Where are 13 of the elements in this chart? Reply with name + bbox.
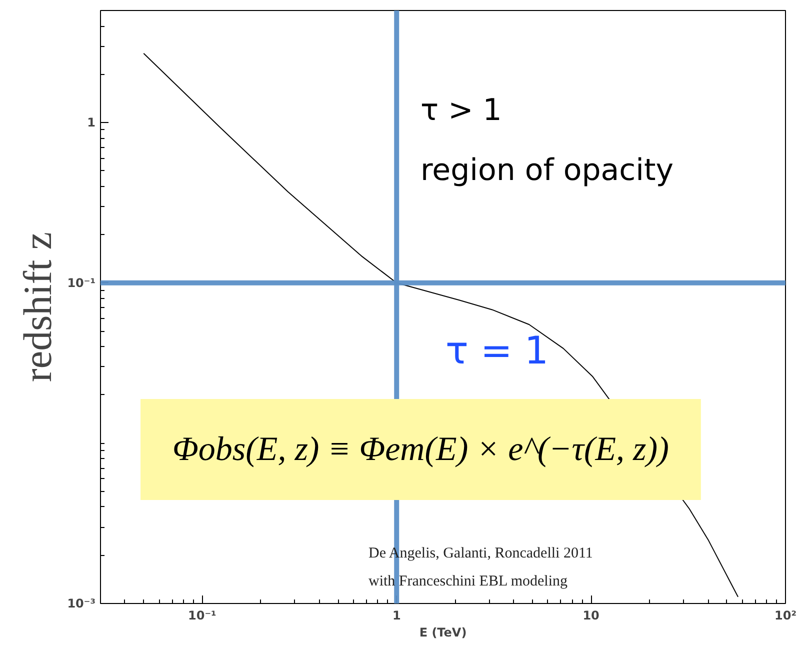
x-tick-label: 10: [582, 608, 600, 622]
y-axis-title: redshift z: [15, 232, 60, 382]
y-tick-label: 10⁻¹: [67, 276, 96, 290]
annotation: region of opacity: [420, 153, 674, 188]
annotation: τ > 1: [420, 93, 502, 128]
x-tick-label: 10²: [774, 608, 796, 622]
x-tick-label: 10⁻¹: [188, 608, 216, 622]
y-tick-label: 1: [87, 116, 96, 130]
x-axis-title: E (TeV): [419, 626, 467, 640]
annotation: Φobs(E, z) ≡ Φem(E) × e^(−τ(E, z)): [172, 431, 669, 468]
x-tick-label: 1: [392, 608, 401, 622]
y-tick-label: 10⁻³: [67, 596, 96, 610]
annotation: τ = 1: [446, 328, 549, 372]
